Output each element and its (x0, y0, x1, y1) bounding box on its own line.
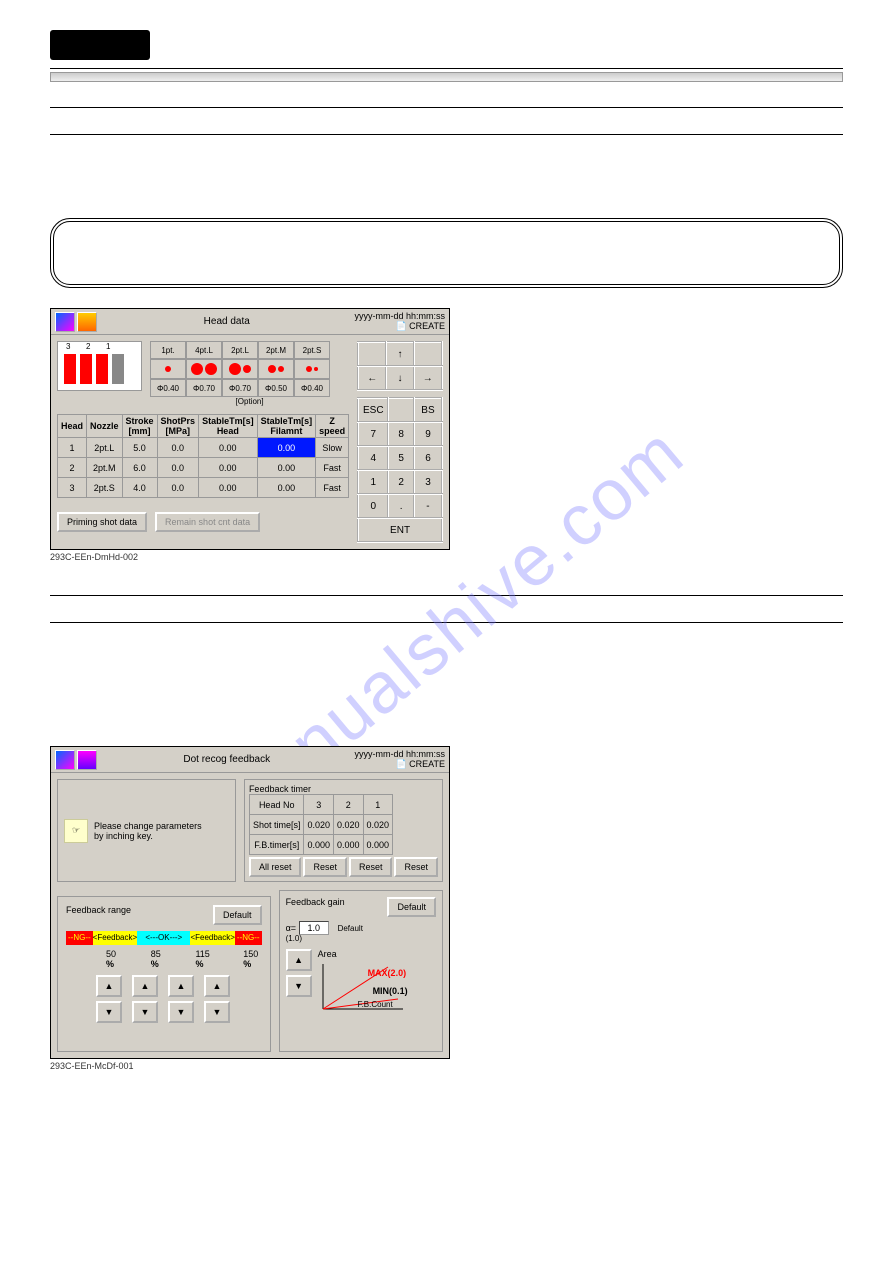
caption: 293C-EEn-DmHd-002 (50, 552, 843, 562)
head-data-dialog: Head data yyyy-mm-dd hh:mm:ss 📄 CREATE 3… (50, 308, 450, 550)
key-1[interactable]: 1 (358, 470, 388, 494)
divider (50, 595, 843, 596)
key-3[interactable]: 3 (414, 470, 442, 494)
hint-box: ☞ Please change parameters by inching ke… (57, 779, 236, 882)
feedback-range: Feedback range Default --NG-- <Feedback>… (57, 896, 271, 1052)
app-icon[interactable] (55, 312, 75, 332)
key-ent[interactable]: ENT (358, 518, 442, 542)
key-9[interactable]: 9 (414, 422, 442, 446)
key-2[interactable]: 2 (388, 470, 414, 494)
up-button[interactable]: ▲ (168, 975, 194, 997)
hand-icon: ☞ (64, 819, 88, 843)
key-6[interactable]: 6 (414, 446, 442, 470)
divider (50, 134, 843, 135)
all-reset-button[interactable]: All reset (249, 857, 302, 877)
caption: 293C-EEn-McDf-001 (50, 1061, 843, 1071)
up-button[interactable]: ▲ (132, 975, 158, 997)
priming-button[interactable]: Priming shot data (57, 512, 147, 532)
up-button[interactable]: ▲ (286, 949, 312, 971)
reset-button[interactable]: Reset (394, 857, 438, 877)
note-box (50, 218, 843, 288)
remain-button[interactable]: Remain shot cnt data (155, 512, 260, 532)
key-down[interactable]: ↓ (386, 366, 413, 390)
save-icon[interactable] (77, 750, 97, 770)
key-0[interactable]: 0 (358, 494, 388, 518)
app-icon[interactable] (55, 750, 75, 770)
key-8[interactable]: 8 (388, 422, 414, 446)
head-table: HeadNozzleStroke [mm]ShotPrs [MPa]Stable… (57, 414, 349, 498)
dialog-meta: yyyy-mm-dd hh:mm:ss 📄 CREATE (354, 311, 445, 332)
dialog-title: Head data (99, 316, 354, 327)
key-7[interactable]: 7 (358, 422, 388, 446)
keypad: ↑ ←↓→ (357, 341, 443, 391)
feedback-dialog: Dot recog feedback yyyy-mm-dd hh:mm:ss 📄… (50, 746, 450, 1059)
key-dot[interactable]: . (388, 494, 414, 518)
feedback-gain: Feedback gain Default α= 1.0 Default (1.… (279, 890, 443, 1052)
down-button[interactable]: ▼ (286, 975, 312, 997)
down-button[interactable]: ▼ (204, 1001, 230, 1023)
divider (50, 622, 843, 623)
key-right[interactable]: → (414, 366, 442, 390)
divider (50, 68, 843, 69)
down-button[interactable]: ▼ (168, 1001, 194, 1023)
default-button[interactable]: Default (213, 905, 262, 925)
key-4[interactable]: 4 (358, 446, 388, 470)
key-esc[interactable]: ESC (358, 398, 388, 422)
nozzle-grid: 1pt. 4pt.L 2pt.L 2pt.M 2pt.S (150, 341, 349, 406)
key-minus[interactable]: - (414, 494, 442, 518)
default-button[interactable]: Default (387, 897, 436, 917)
dialog-meta: yyyy-mm-dd hh:mm:ss 📄 CREATE (354, 749, 445, 770)
toolbar-icon[interactable] (77, 312, 97, 332)
head-diagram: 3 2 1 (57, 341, 142, 391)
dialog-title: Dot recog feedback (99, 754, 354, 765)
up-button[interactable]: ▲ (96, 975, 122, 997)
reset-button[interactable]: Reset (303, 857, 347, 877)
down-button[interactable]: ▼ (96, 1001, 122, 1023)
key-left[interactable]: ← (358, 366, 386, 390)
key-5[interactable]: 5 (388, 446, 414, 470)
chapter-tab (50, 30, 150, 60)
down-button[interactable]: ▼ (132, 1001, 158, 1023)
feedback-timer: Feedback timer Head No321Shot time[s]0.0… (244, 779, 443, 882)
divider (50, 107, 843, 108)
up-button[interactable]: ▲ (204, 975, 230, 997)
key-bs[interactable]: BS (414, 398, 442, 422)
reset-button[interactable]: Reset (349, 857, 393, 877)
key-up[interactable]: ↑ (386, 342, 413, 366)
section-bar (50, 72, 843, 82)
